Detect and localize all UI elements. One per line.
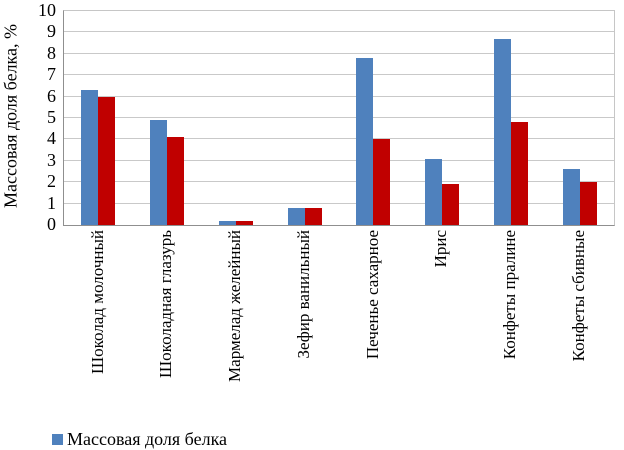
bar-group xyxy=(408,11,477,225)
bar-group xyxy=(477,11,546,225)
x-tick-label: Ирис xyxy=(431,230,451,268)
gridline xyxy=(64,202,614,204)
y-tick-label: 4 xyxy=(47,128,56,149)
gridline xyxy=(64,138,614,140)
bar xyxy=(218,220,236,225)
gridline xyxy=(64,159,614,161)
x-tick-cell: Мармелад желейный xyxy=(201,230,270,428)
legend-label: Массовая доля белка xyxy=(67,429,228,449)
bar-group xyxy=(339,11,408,225)
x-tick-label: Конфеты сбивные xyxy=(568,230,588,362)
bar xyxy=(167,137,185,225)
bar xyxy=(373,139,391,225)
bar xyxy=(579,182,597,225)
legend: Массовая доля белка xyxy=(52,429,227,450)
gridline xyxy=(64,181,614,183)
bar xyxy=(442,184,460,225)
y-tick-label: 9 xyxy=(47,21,56,42)
y-axis-tick-labels: 0 1 2 3 4 5 6 7 8 9 10 xyxy=(0,0,56,240)
bar xyxy=(98,96,116,225)
y-tick-label: 3 xyxy=(47,149,56,170)
x-tick-label: Зефир ванильный xyxy=(293,230,313,359)
bar xyxy=(425,158,443,225)
y-tick-label: 2 xyxy=(47,171,56,192)
bar xyxy=(150,120,168,225)
bar xyxy=(235,220,253,225)
bar xyxy=(81,90,99,225)
bar-group xyxy=(64,11,133,225)
x-tick-cell: Печенье сахарное xyxy=(338,230,407,428)
x-tick-cell: Шоколадная глазурь xyxy=(132,230,201,428)
y-tick-label: 8 xyxy=(47,42,56,63)
bar-group xyxy=(270,11,339,225)
bar xyxy=(287,207,305,225)
gridline xyxy=(64,74,614,76)
x-tick-cell: Шоколад молочный xyxy=(63,230,132,428)
gridline xyxy=(64,52,614,54)
y-tick-label: 0 xyxy=(47,214,56,234)
gridline xyxy=(64,95,614,97)
x-tick-label: Печенье сахарное xyxy=(362,230,382,360)
bar xyxy=(493,38,511,225)
bar xyxy=(304,207,322,225)
bar-group xyxy=(545,11,614,225)
y-tick-label: 1 xyxy=(47,192,56,213)
legend-swatch-blue-icon xyxy=(52,434,63,445)
x-tick-label: Конфеты пралине xyxy=(500,230,520,360)
y-tick-label: 5 xyxy=(47,107,56,127)
bar-group xyxy=(133,11,202,225)
bar xyxy=(510,122,528,225)
bar-groups xyxy=(64,11,614,225)
bar-group xyxy=(202,11,271,225)
y-tick-label: 7 xyxy=(47,64,56,85)
x-tick-cell: Зефир ванильный xyxy=(269,230,338,428)
x-tick-label: Мармелад желейный xyxy=(225,230,245,382)
y-tick-label: 10 xyxy=(38,0,56,20)
x-axis-tick-labels: Шоколад молочный Шоколадная глазурь Мармел… xyxy=(63,230,613,428)
y-tick-label: 6 xyxy=(47,85,56,106)
gridline xyxy=(64,117,614,118)
plot-area xyxy=(63,10,615,226)
bar xyxy=(562,169,580,225)
x-tick-cell: Конфеты пралине xyxy=(476,230,545,428)
x-tick-cell: Конфеты сбивные xyxy=(544,230,613,428)
x-tick-cell: Ирис xyxy=(407,230,476,428)
bar xyxy=(356,58,374,225)
x-tick-label: Шоколад молочный xyxy=(87,230,107,374)
x-tick-label: Шоколадная глазурь xyxy=(156,230,176,378)
gridline xyxy=(64,31,614,33)
